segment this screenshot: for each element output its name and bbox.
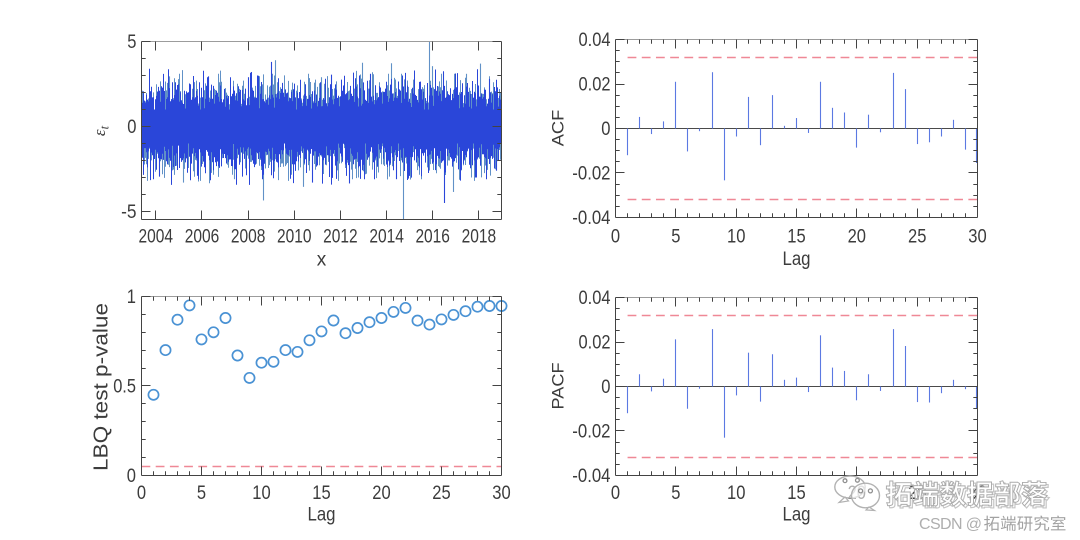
svg-text:0.5: 0.5 — [113, 377, 136, 398]
svg-text:5: 5 — [127, 32, 136, 53]
svg-text:εt: εt — [90, 125, 112, 136]
svg-text:15: 15 — [787, 483, 805, 504]
svg-text:-0.02: -0.02 — [572, 164, 610, 185]
svg-text:10: 10 — [252, 483, 270, 504]
svg-text:30: 30 — [968, 226, 986, 247]
svg-text:2018: 2018 — [462, 226, 497, 247]
svg-text:0: 0 — [127, 466, 136, 487]
svg-text:2006: 2006 — [185, 226, 220, 247]
svg-text:0.04: 0.04 — [579, 30, 611, 51]
svg-text:2016: 2016 — [415, 226, 450, 247]
svg-text:CSDN @: CSDN @ — [919, 516, 981, 533]
svg-text:1: 1 — [127, 287, 136, 308]
svg-text:2008: 2008 — [231, 226, 266, 247]
svg-text:0: 0 — [601, 119, 610, 140]
svg-text:0.02: 0.02 — [579, 333, 611, 354]
svg-text:20: 20 — [848, 226, 866, 247]
svg-text:2014: 2014 — [369, 226, 404, 247]
svg-text:5: 5 — [197, 483, 206, 504]
svg-text:-0.04: -0.04 — [572, 466, 611, 487]
svg-text:15: 15 — [787, 226, 805, 247]
svg-text:15: 15 — [312, 483, 330, 504]
svg-text:25: 25 — [432, 483, 450, 504]
svg-text:0: 0 — [137, 483, 146, 504]
svg-text:Lag: Lag — [783, 505, 811, 526]
svg-text:Lag: Lag — [308, 505, 336, 526]
svg-text:10: 10 — [727, 226, 745, 247]
svg-text:0: 0 — [611, 483, 620, 504]
svg-text:20: 20 — [372, 483, 390, 504]
svg-text:-0.04: -0.04 — [572, 208, 611, 229]
svg-text:0: 0 — [601, 377, 610, 398]
svg-text:x: x — [317, 250, 327, 271]
svg-text:2004: 2004 — [139, 226, 174, 247]
svg-text:-5: -5 — [121, 202, 136, 223]
svg-text:PACF: PACF — [550, 363, 568, 410]
svg-text:0.04: 0.04 — [579, 288, 611, 309]
svg-text:ACF: ACF — [550, 110, 568, 147]
svg-text:-0.02: -0.02 — [572, 422, 610, 443]
svg-text:LBQ test p-value: LBQ test p-value — [91, 303, 113, 471]
svg-text:30: 30 — [492, 483, 510, 504]
svg-text:2010: 2010 — [277, 226, 312, 247]
svg-text:0.02: 0.02 — [579, 75, 611, 96]
svg-text:10: 10 — [727, 483, 745, 504]
svg-text:25: 25 — [908, 226, 926, 247]
svg-text:2012: 2012 — [323, 226, 358, 247]
svg-text:5: 5 — [671, 483, 680, 504]
svg-text:0: 0 — [127, 117, 136, 138]
svg-text:0: 0 — [611, 226, 620, 247]
svg-text:Lag: Lag — [783, 249, 811, 270]
svg-text:5: 5 — [671, 226, 680, 247]
